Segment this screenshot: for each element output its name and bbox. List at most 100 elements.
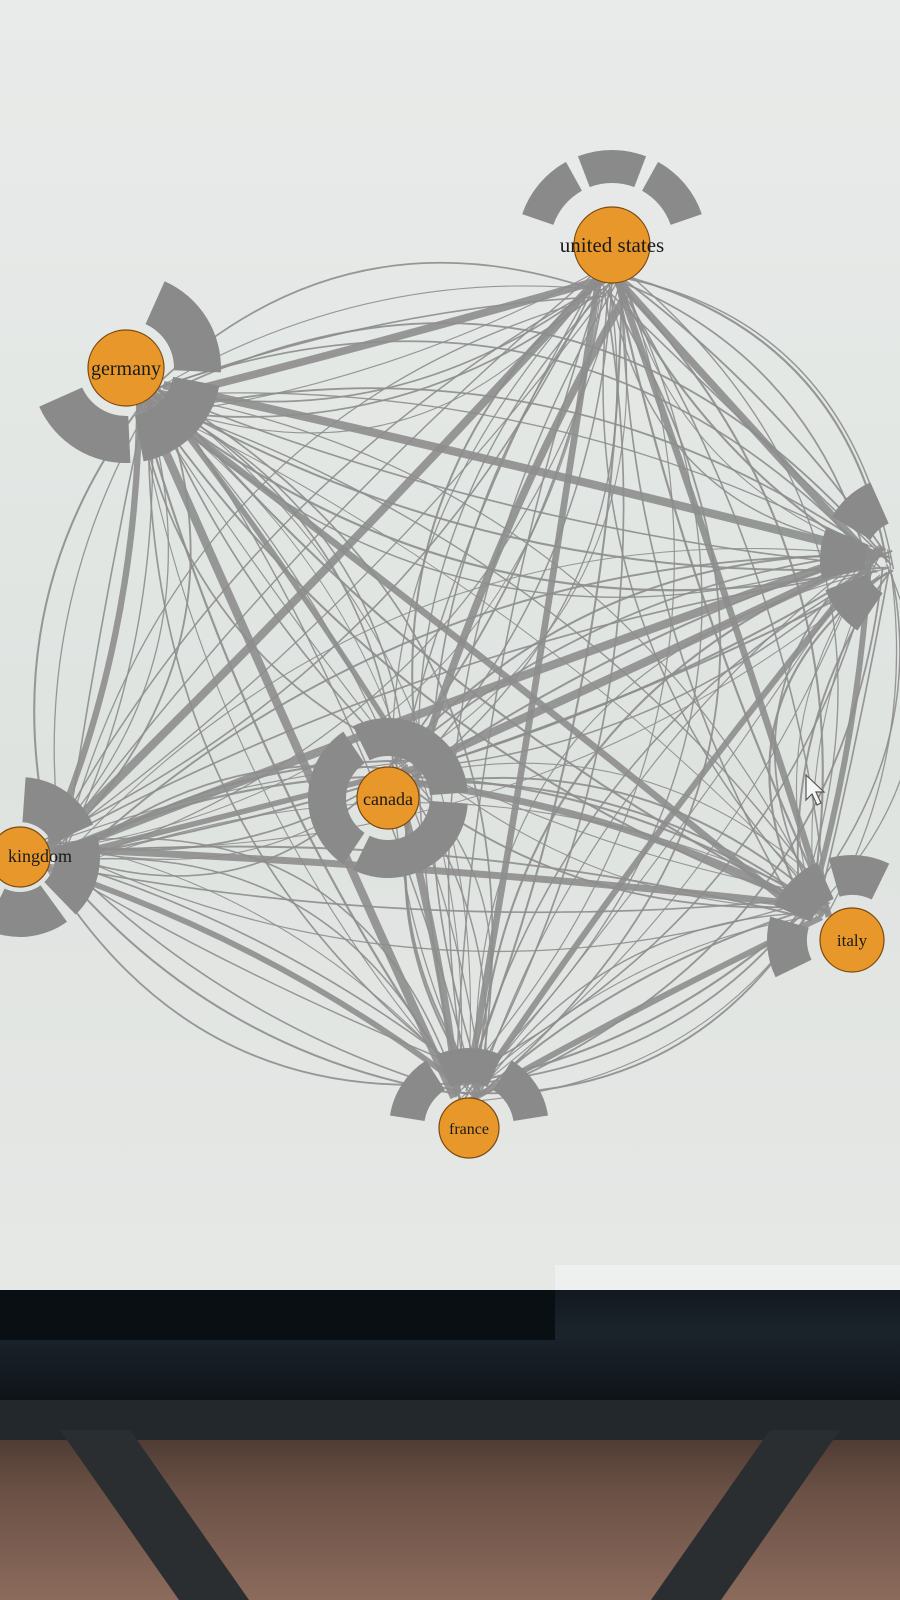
edge: [135, 391, 472, 1094]
node-flow-arc: [352, 800, 468, 878]
node-flow-arc: [774, 862, 834, 922]
edge: [163, 322, 893, 566]
node-flow-arc: [820, 527, 869, 579]
node-kingdom[interactable]: kingdom: [0, 826, 72, 888]
edge: [476, 912, 806, 1097]
edge: [465, 569, 877, 1092]
edge: [469, 545, 886, 1098]
edge: [157, 390, 876, 567]
node-label: germany: [91, 358, 161, 380]
edge: [612, 274, 878, 565]
edge: [67, 842, 476, 1096]
edge: [58, 867, 457, 1095]
edge: [60, 860, 482, 1087]
edge: [480, 544, 880, 1083]
edge: [465, 271, 603, 1084]
node-flow-arc: [389, 1060, 445, 1121]
node-circle: [819, 907, 885, 973]
node-label: kingdom: [8, 846, 72, 866]
node-flow-arc: [522, 161, 582, 225]
edge: [455, 267, 608, 1098]
edge: [43, 402, 192, 862]
edge: [447, 269, 625, 1082]
edge: [134, 398, 823, 900]
arc-layer: [0, 150, 890, 1121]
edge: [414, 552, 885, 769]
node-label: france: [449, 1121, 489, 1138]
edge: [138, 340, 881, 569]
node-circle: [356, 766, 420, 830]
edge: [162, 391, 477, 1095]
node-flow-arc: [825, 574, 883, 631]
edge: [158, 392, 877, 554]
node-circle: [0, 826, 51, 888]
node-france[interactable]: france: [438, 1097, 500, 1159]
monitor-bezel-strip: [0, 1290, 555, 1340]
edge: [133, 387, 459, 1100]
edge: [393, 776, 826, 918]
edge: [146, 268, 627, 406]
edge: [63, 394, 149, 854]
edge: [40, 857, 459, 1086]
node-flow-arc: [134, 376, 220, 462]
node-canada[interactable]: canada: [356, 766, 420, 830]
node-label: united states: [560, 233, 664, 257]
edge: [147, 391, 824, 912]
edge: [419, 776, 809, 893]
node-flow-arc: [22, 777, 94, 843]
node-flow-arc: [352, 718, 468, 796]
edge: [416, 759, 461, 1091]
edge: [398, 553, 870, 761]
edge: [41, 862, 815, 914]
edge: [409, 754, 807, 910]
edge: [42, 863, 463, 1088]
node-layer: united states germany canada kingdom ita…: [0, 206, 885, 1159]
edge: [617, 290, 829, 907]
node-circle: [573, 206, 651, 284]
edge: [153, 387, 471, 1087]
node-flow-arc: [39, 387, 131, 463]
edge: [146, 398, 803, 917]
edge: [622, 268, 839, 896]
edge: [393, 758, 492, 1088]
edge: [409, 781, 804, 898]
monitor-stand-base: [0, 1400, 900, 1440]
edge: [141, 384, 484, 1094]
edge: [134, 385, 461, 1085]
edge: [159, 402, 407, 757]
node-circle: [438, 1097, 500, 1159]
monitor-screen: united states germany canada kingdom ita…: [0, 0, 900, 1290]
edge: [157, 386, 830, 915]
edge: [66, 555, 890, 867]
node-flow-arc: [767, 916, 812, 978]
edge: [67, 400, 154, 843]
edge: [463, 570, 872, 1078]
network-graph: united states germany canada kingdom ita…: [0, 150, 900, 1159]
edge: [391, 273, 608, 1091]
node-italy[interactable]: italy: [819, 907, 885, 973]
node-germany[interactable]: germany: [87, 329, 165, 407]
edge: [482, 549, 869, 1085]
edge: [621, 280, 803, 920]
edge: [478, 554, 867, 1084]
edge: [64, 569, 894, 859]
edge: [819, 569, 890, 899]
edge: [614, 279, 824, 907]
edge: [147, 387, 470, 1077]
edge: [61, 548, 867, 855]
edge: [476, 549, 893, 1084]
edge: [54, 548, 892, 869]
edge: [49, 388, 169, 843]
node-flow-arc: [642, 161, 702, 225]
node-label: italy: [837, 931, 868, 950]
edge: [154, 401, 867, 592]
node-label: canada: [363, 789, 413, 809]
edge: [46, 389, 143, 845]
edge: [602, 289, 825, 906]
edge: [44, 274, 602, 852]
mouse-cursor-icon: [805, 773, 826, 806]
node-united-states[interactable]: united states: [560, 206, 664, 284]
node-flow-arc: [828, 855, 890, 900]
node-flow-arc: [145, 281, 221, 373]
